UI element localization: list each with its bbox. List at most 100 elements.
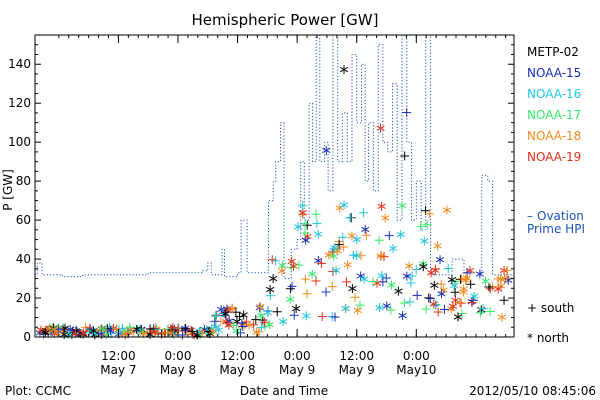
data-point-north xyxy=(291,304,301,314)
data-point-south xyxy=(424,209,434,219)
data-point-north xyxy=(398,311,407,321)
footer-left: Plot: CCMC xyxy=(5,384,71,398)
data-point-north xyxy=(293,222,303,232)
data-point-north xyxy=(420,236,429,246)
data-point-south xyxy=(485,306,495,316)
data-point-south xyxy=(456,274,466,284)
data-point-south xyxy=(345,213,355,223)
data-point-south xyxy=(229,320,239,330)
data-point-south xyxy=(358,208,368,218)
data-point-north xyxy=(60,323,70,333)
data-point-north xyxy=(198,327,207,337)
x-tick-label-date: May 8 xyxy=(160,363,196,377)
data-point-south xyxy=(267,255,277,265)
data-point-north xyxy=(98,324,107,334)
data-point-south xyxy=(455,298,465,308)
data-point-south xyxy=(478,304,488,314)
data-point-north xyxy=(331,265,341,275)
data-point-north xyxy=(324,250,333,260)
x-tick-label-date: May 9 xyxy=(339,363,375,377)
data-point-south xyxy=(260,321,270,331)
data-point-north xyxy=(404,261,414,271)
data-point-north xyxy=(347,231,357,241)
legend-entry: NOAA-19 xyxy=(527,150,581,164)
data-point-south xyxy=(251,315,261,325)
data-point-south xyxy=(433,307,443,317)
legend-entry: NOAA-16 xyxy=(527,87,581,101)
data-point-south xyxy=(468,295,478,305)
data-point-south xyxy=(145,324,155,334)
x-tick-label-date: May 7 xyxy=(100,363,136,377)
data-point-north xyxy=(217,304,226,314)
data-point-south xyxy=(157,328,167,338)
x-tick-label-time: 12:00 xyxy=(220,349,255,363)
data-point-north xyxy=(339,65,349,75)
x-tick-label-time: 12:00 xyxy=(339,349,374,363)
data-point-north xyxy=(322,145,331,155)
x-tick-label-time: 0:00 xyxy=(284,349,311,363)
data-point-south xyxy=(450,287,460,297)
data-point-north xyxy=(459,287,468,297)
data-point-north xyxy=(41,328,50,338)
data-point-north xyxy=(448,301,458,311)
y-tick-label: 60 xyxy=(16,213,31,227)
data-point-south xyxy=(407,271,417,281)
data-point-south xyxy=(457,309,467,319)
data-point-south xyxy=(422,220,432,230)
data-point-south xyxy=(151,322,161,332)
data-point-south xyxy=(254,327,264,337)
data-point-north xyxy=(504,275,513,285)
data-point-north xyxy=(426,268,436,278)
data-point-north xyxy=(356,271,365,281)
data-point-south xyxy=(167,325,177,335)
data-point-north xyxy=(302,311,311,321)
data-point-south xyxy=(466,279,476,289)
x-tick-label-time: 0:00 xyxy=(403,349,430,363)
plot-frame xyxy=(34,34,515,338)
data-point-south xyxy=(181,324,191,334)
data-point-north xyxy=(437,289,446,299)
data-point-north xyxy=(435,255,445,265)
data-point-north xyxy=(343,260,352,270)
data-point-south xyxy=(416,222,426,232)
data-point-south xyxy=(368,277,378,287)
marker-legend-entry: * north xyxy=(527,331,569,345)
data-point-south xyxy=(238,321,248,331)
data-point-south xyxy=(289,310,299,320)
data-point-north xyxy=(377,201,386,211)
data-point-south xyxy=(502,273,512,283)
data-point-north xyxy=(375,303,384,313)
data-point-north xyxy=(341,304,350,314)
data-point-north xyxy=(376,123,385,133)
data-point-south xyxy=(502,265,512,275)
data-point-south xyxy=(312,218,322,228)
legend-entry: METP-02 xyxy=(527,45,579,59)
data-point-south xyxy=(311,276,321,286)
legend-entry: NOAA-17 xyxy=(527,108,581,122)
legend: METP-02 NOAA-15 NOAA-16 NOAA-17 NOAA-18 NOAA-… xyxy=(527,45,585,345)
data-point-south xyxy=(402,108,412,118)
data-point-south xyxy=(361,230,371,240)
y-tick-label: 140 xyxy=(8,57,31,71)
data-point-north xyxy=(263,308,273,318)
data-point-north xyxy=(220,309,230,319)
data-point-north xyxy=(352,235,361,245)
data-point-north xyxy=(277,266,287,276)
data-point-north xyxy=(497,312,507,322)
data-point-south xyxy=(499,295,509,305)
data-point-north xyxy=(348,284,357,294)
data-point-north xyxy=(451,295,460,305)
data-point-north xyxy=(278,260,287,270)
y-tick-label: 40 xyxy=(16,252,31,266)
data-point-south xyxy=(211,310,221,320)
data-point-north xyxy=(433,241,442,251)
data-point-south xyxy=(211,311,221,321)
data-point-south xyxy=(421,304,431,314)
data-point-south xyxy=(424,293,434,303)
data-point-north xyxy=(382,301,391,311)
data-point-south xyxy=(399,298,409,308)
data-point-south xyxy=(334,240,344,250)
